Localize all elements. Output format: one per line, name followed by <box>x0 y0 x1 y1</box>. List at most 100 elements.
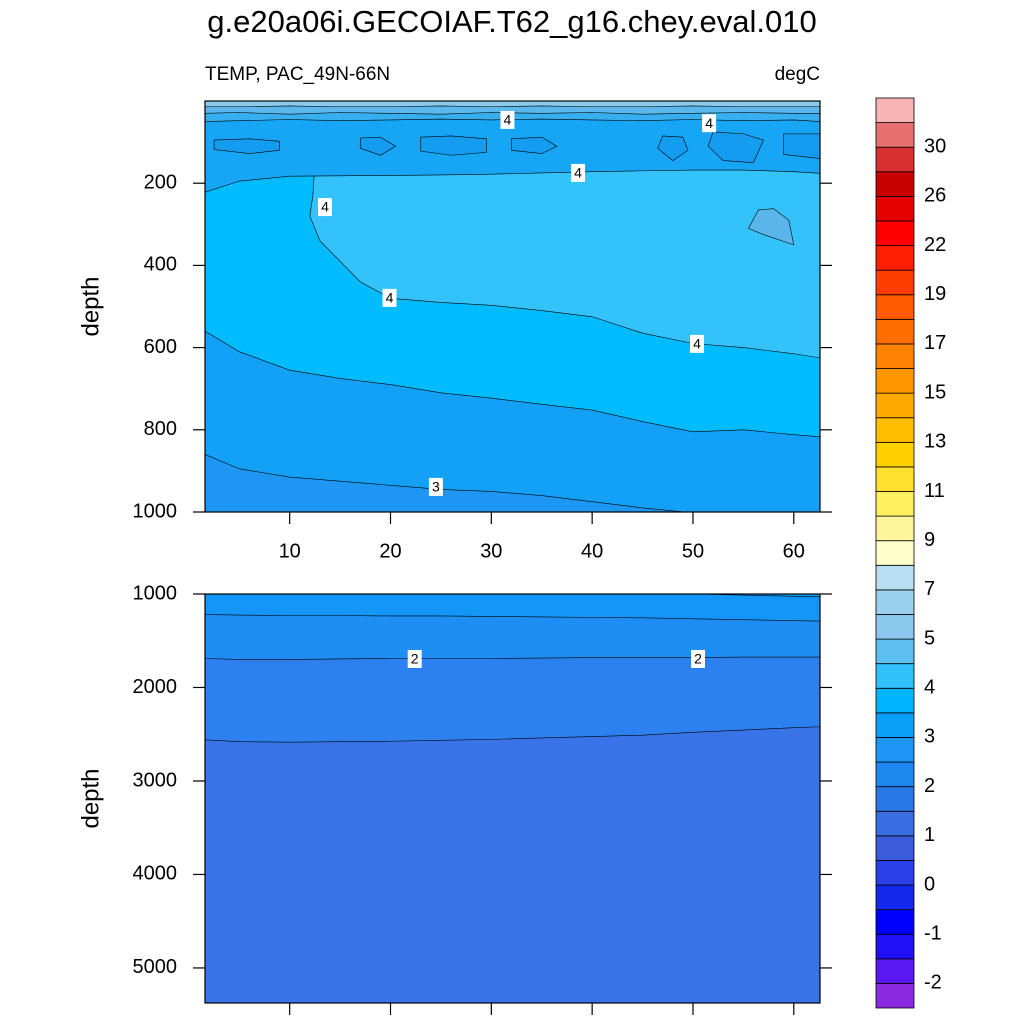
plot-area: 4 4 4 4 4 4 3 <box>205 101 820 512</box>
contour-label: 4 <box>705 115 713 131</box>
plot-frame <box>204 593 821 1004</box>
contour-region <box>707 131 764 163</box>
colorbar-box <box>875 884 915 911</box>
colorbar-box <box>875 810 915 837</box>
colorbar-box <box>875 195 915 222</box>
colorbar-box <box>875 146 915 173</box>
colorbar-box <box>875 318 915 345</box>
plot-frame <box>204 100 821 513</box>
contour-label-box <box>571 163 586 182</box>
colorbar-label: 11 <box>924 480 945 502</box>
colorbar-label: 9 <box>924 529 935 551</box>
y-axis-label: depth <box>77 768 104 828</box>
colorbar-box <box>875 909 915 935</box>
contour-region <box>783 133 820 159</box>
colorbar-box <box>875 294 915 320</box>
colorbar-box <box>875 983 915 1009</box>
colorbar-box <box>875 589 915 615</box>
contour-label-box <box>428 477 443 496</box>
contour-region <box>205 594 820 622</box>
y-tick-label: 3000 <box>133 769 178 791</box>
colorbar-label: 3 <box>924 726 935 748</box>
colorbar-label: 30 <box>924 135 946 157</box>
y-tick-label: 800 <box>144 418 177 440</box>
contour-label-box <box>690 334 704 353</box>
x-tick-label: 40 <box>581 540 603 562</box>
colorbar-box <box>875 122 915 148</box>
colorbar-label: 4 <box>924 677 935 699</box>
y-tick-label: 2000 <box>133 676 178 698</box>
colorbar-box <box>875 712 915 738</box>
contour-label-box <box>691 649 706 668</box>
y-tick-label: 4000 <box>133 863 178 885</box>
x-tick-label: 60 <box>783 540 805 562</box>
colorbar-label: 15 <box>924 381 946 403</box>
contour-region <box>657 135 689 161</box>
colorbar-box <box>875 97 915 123</box>
colorbar-box <box>875 638 915 665</box>
colorbar-box <box>875 343 915 369</box>
colorbar-label: 5 <box>924 627 935 649</box>
contour-label-box <box>317 198 332 217</box>
contour-label-box <box>702 114 717 133</box>
colorbar-box <box>875 466 915 492</box>
colorbar-box <box>875 958 915 984</box>
colorbar-box <box>875 368 915 394</box>
colorbar-box <box>875 663 915 689</box>
colorbar-box <box>875 564 915 591</box>
x-tick-label: 30 <box>480 540 502 562</box>
colorbar-box <box>875 835 915 861</box>
colorbar-label: 19 <box>924 283 946 305</box>
chart-title: g.e20a06i.GECOIAF.T62_g16.chey.eval.010 <box>207 4 816 39</box>
colorbar-label: 13 <box>924 431 946 453</box>
colorbar-label: 26 <box>924 185 946 207</box>
y-tick-label: 600 <box>144 336 177 358</box>
contour-label: 3 <box>432 479 440 495</box>
subtitle-right: degC <box>775 64 820 85</box>
contour-region <box>511 136 558 154</box>
colorbar-box <box>875 614 915 640</box>
colorbar-box <box>875 491 915 517</box>
contour-region <box>747 208 795 246</box>
contour-label-box <box>407 649 422 668</box>
contour-label: 4 <box>693 336 701 352</box>
colorbar-box <box>875 441 915 468</box>
x-tick-label: 20 <box>379 540 401 562</box>
colorbar-box <box>875 786 915 812</box>
colorbar-label: 0 <box>924 873 935 895</box>
colorbar-box <box>875 687 915 714</box>
colorbar-box <box>875 220 915 246</box>
y-axis-label: depth <box>77 276 104 336</box>
colorbar-label: -1 <box>924 922 942 944</box>
y-tick-label: 1000 <box>133 500 178 522</box>
colorbar-box <box>875 515 915 542</box>
x-tick-label: 10 <box>279 540 301 562</box>
colorbar-label: 17 <box>924 332 946 354</box>
colorbar-label: 1 <box>924 824 935 846</box>
contour-label: 4 <box>386 290 394 306</box>
contour-region <box>359 136 397 156</box>
subtitle-left: TEMP, PAC_49N-66N <box>205 64 390 85</box>
colorbar-box <box>875 171 915 197</box>
colorbar-label: 2 <box>924 775 935 797</box>
contour-label: 2 <box>694 651 702 667</box>
colorbar-box <box>875 761 915 788</box>
contour-label: 4 <box>321 199 329 215</box>
contour-region <box>692 594 820 598</box>
contour-region <box>205 101 820 108</box>
colorbar-box <box>875 392 915 419</box>
colorbar-box <box>875 269 915 296</box>
contour-label: 4 <box>574 165 582 181</box>
x-tick-label: 50 <box>682 540 704 562</box>
contour-label: 2 <box>411 651 419 667</box>
y-tick-label: 200 <box>144 171 177 193</box>
y-tick-label: 5000 <box>133 956 178 978</box>
contour-region <box>309 162 820 359</box>
contour-label-box <box>500 110 515 129</box>
colorbar-box <box>875 245 915 271</box>
colorbar-box <box>875 860 915 886</box>
y-tick-label: 400 <box>144 254 177 276</box>
colorbar-label: 7 <box>924 578 935 600</box>
colorbar-label: -2 <box>924 972 942 994</box>
